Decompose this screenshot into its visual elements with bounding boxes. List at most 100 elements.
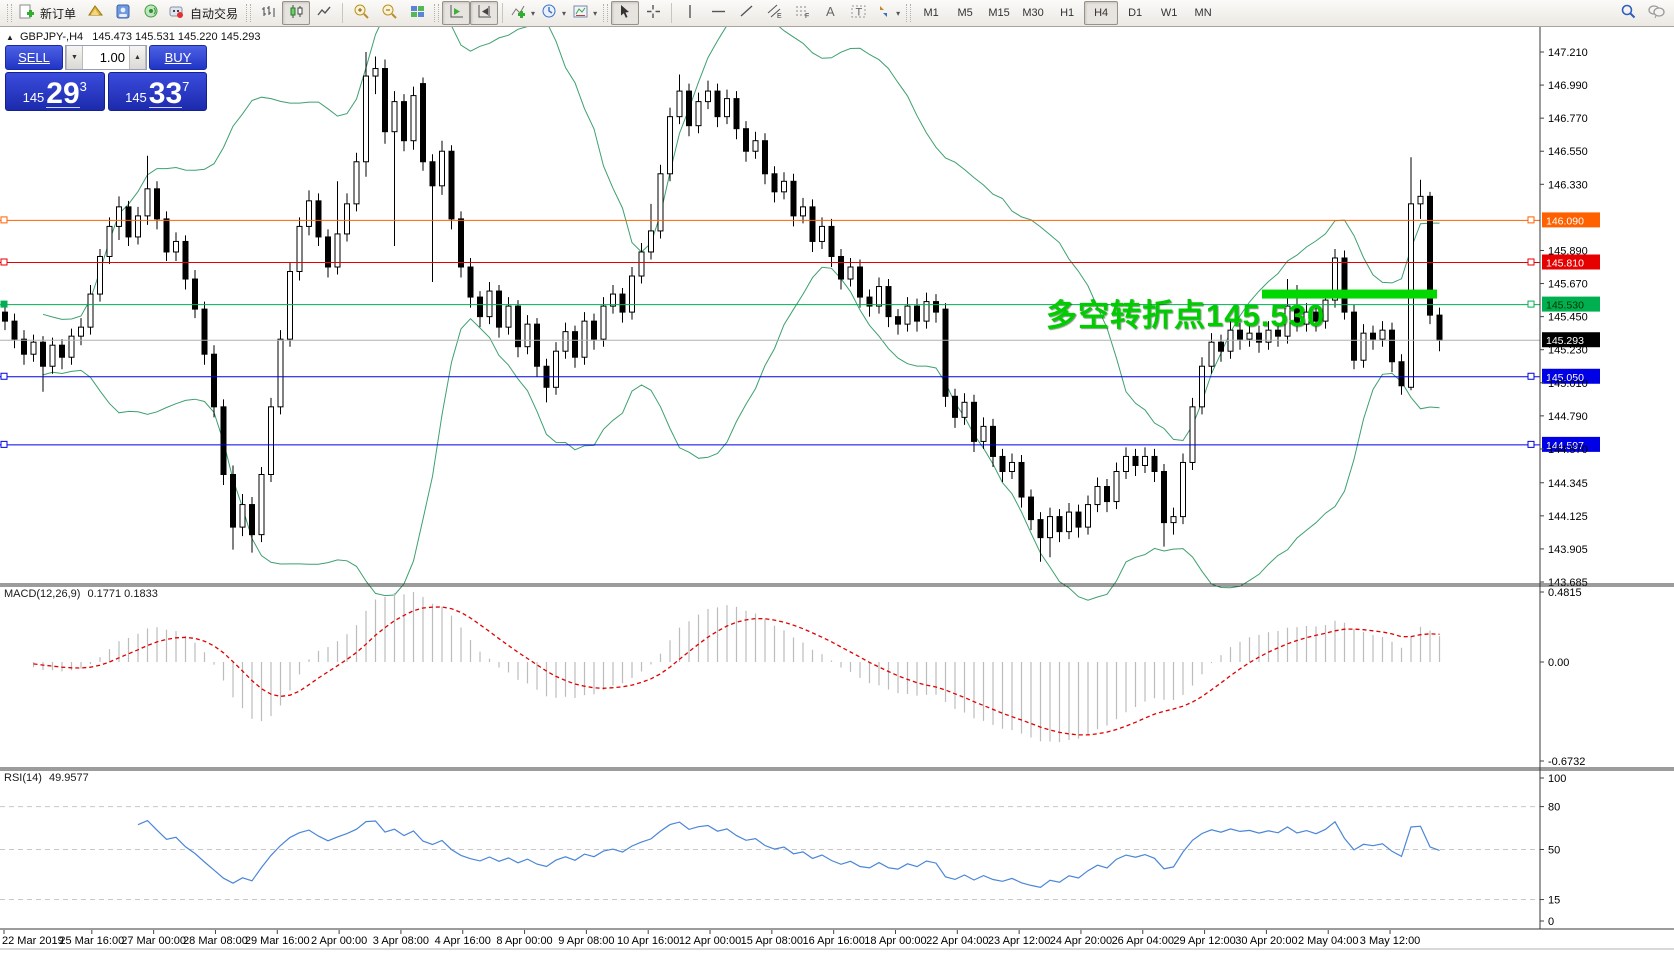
rsi-value: 49.9577	[48, 772, 89, 784]
fibonacci-button[interactable]: F	[788, 1, 816, 25]
chat-button[interactable]	[1642, 1, 1670, 25]
chart-shift-icon	[476, 3, 493, 23]
time-axis-label: 16 Apr 16:00	[802, 935, 864, 947]
timeframe-button-D1[interactable]: D1	[1128, 7, 1143, 19]
volume-increase-button[interactable]: ▲	[129, 46, 146, 69]
toolbar-drag-handle[interactable]	[434, 4, 440, 22]
macd-indicator-label: MACD(12,26,9) 0.1771 0.1833	[4, 588, 158, 600]
zoom-in-button[interactable]	[347, 1, 375, 25]
chart-annotation-text: 多空转折点145.530	[1046, 298, 1326, 333]
volume-input[interactable]	[83, 46, 129, 69]
buy-price-big: 33	[148, 77, 183, 110]
price-axis-label: 145.010	[1548, 378, 1588, 390]
timeframe-button-H1[interactable]: H1	[1060, 7, 1075, 19]
cursor-button[interactable]	[611, 1, 640, 25]
price-tag: 145.050	[1546, 372, 1584, 384]
crosshair-button[interactable]	[639, 1, 667, 25]
time-axis-label: 29 Mar 16:00	[245, 935, 310, 947]
sell-price-big: 29	[46, 77, 80, 110]
sell-price-sup: 3	[79, 79, 87, 94]
toolbar-separator	[502, 3, 504, 23]
chart-shift-button[interactable]	[470, 1, 499, 25]
timeframe-button-M1[interactable]: M1	[923, 7, 939, 19]
vertical-line-button[interactable]	[676, 1, 704, 25]
vertical-line-icon	[682, 3, 699, 23]
price-axis-label: 144.345	[1548, 478, 1588, 490]
text-button[interactable]: A	[816, 1, 844, 25]
crosshair-icon	[645, 3, 662, 23]
symbol-period: GBPJPY-,H4	[19, 31, 84, 43]
candlestick-chart-button[interactable]	[282, 1, 311, 25]
time-axis-label: 10 Apr 16:00	[617, 935, 679, 947]
macd-values: 0.1771 0.1833	[87, 588, 158, 600]
time-axis-label: 22 Apr 04:00	[926, 935, 988, 947]
new-order-button[interactable]: 新订单	[15, 1, 81, 25]
fibonacci-icon: F	[794, 3, 811, 23]
timeframe-button-M30[interactable]: M30	[1022, 7, 1044, 19]
toolbar-drag-handle[interactable]	[906, 4, 912, 22]
line-chart-icon	[316, 3, 333, 23]
market-watch-icon	[87, 3, 104, 23]
timeframe-button-M15[interactable]: M15	[988, 7, 1010, 19]
time-axis-label: 9 Apr 08:00	[558, 935, 614, 947]
auto-scroll-button[interactable]	[442, 1, 471, 25]
toolbar-drag-handle[interactable]	[7, 4, 12, 22]
volume-decrease-button[interactable]: ▼	[66, 46, 83, 69]
sell-price-box[interactable]: 145 29 3	[5, 72, 105, 111]
rsi-name: RSI(14)	[4, 772, 42, 784]
buy-button[interactable]: BUY	[149, 45, 207, 70]
text-label-button[interactable]: T	[844, 1, 872, 25]
timeframe-button-W1[interactable]: W1	[1160, 7, 1178, 19]
buy-price-sup: 7	[182, 79, 190, 94]
signals-icon	[143, 3, 160, 23]
price-axis-label: 144.790	[1548, 411, 1588, 423]
indicators-button[interactable]: ▾	[507, 1, 538, 25]
new-order-icon	[18, 3, 35, 23]
line-chart-button[interactable]	[310, 1, 338, 25]
svg-text:E: E	[777, 13, 782, 20]
toolbar-separator	[671, 3, 673, 23]
time-axis-label: 8 Apr 00:00	[496, 935, 552, 947]
trendline-icon	[738, 3, 755, 23]
time-axis-label: 2 May 04:00	[1298, 935, 1359, 947]
trendline-button[interactable]	[732, 1, 760, 25]
toolbar-drag-handle[interactable]	[603, 4, 609, 22]
rsi-axis-label: 15	[1548, 895, 1560, 907]
periods-button[interactable]: ▾	[538, 1, 569, 25]
indicators-icon	[510, 3, 527, 23]
zoom-out-button[interactable]	[375, 1, 403, 25]
templates-button[interactable]: ▾	[569, 1, 600, 25]
signals-button[interactable]	[137, 1, 165, 25]
rsi-axis-label: 50	[1548, 845, 1560, 857]
buy-price-box[interactable]: 145 33 7	[107, 72, 207, 111]
dropdown-caret-icon: ▾	[896, 8, 901, 18]
time-axis-label: 12 Apr 00:00	[679, 935, 741, 947]
symbol-collapse-icon[interactable]: ▲	[6, 33, 14, 42]
bollinger-lower-band	[42, 266, 1440, 601]
rsi-axis-label: 0	[1548, 916, 1554, 928]
horizontal-line-button[interactable]	[704, 1, 732, 25]
timeframe-group: M1 M5 M15 M30 H1 H4 D1 W1 MN	[914, 1, 1220, 25]
timeframe-button-M5[interactable]: M5	[957, 7, 973, 19]
equidistant-channel-button[interactable]: E	[760, 1, 788, 25]
timeframe-button-H4[interactable]: H4	[1084, 1, 1119, 25]
sell-button[interactable]: SELL	[5, 45, 63, 70]
autotrading-button[interactable]: 自动交易	[165, 1, 243, 25]
search-button[interactable]	[1614, 1, 1642, 25]
dropdown-caret-icon: ▾	[593, 8, 598, 18]
time-axis-label: 29 Apr 12:00	[1173, 935, 1235, 947]
horizontal-line-icon	[710, 3, 727, 23]
arrows-button[interactable]: ▾	[872, 1, 903, 25]
tile-windows-button[interactable]	[403, 1, 431, 25]
one-click-trading-panel: SELL ▼ ▲ BUY 145 29 3 145 33 7	[5, 45, 207, 111]
toolbar-right-group	[1614, 1, 1670, 25]
bar-chart-button[interactable]	[254, 1, 282, 25]
toolbar-drag-handle[interactable]	[246, 4, 252, 22]
data-window-button[interactable]	[109, 1, 137, 25]
market-watch-button[interactable]	[81, 1, 109, 25]
tile-windows-icon	[409, 3, 426, 23]
timeframe-button-MN[interactable]: MN	[1194, 7, 1212, 19]
price-axis-label: 145.670	[1548, 279, 1588, 291]
dropdown-caret-icon: ▾	[531, 8, 536, 18]
